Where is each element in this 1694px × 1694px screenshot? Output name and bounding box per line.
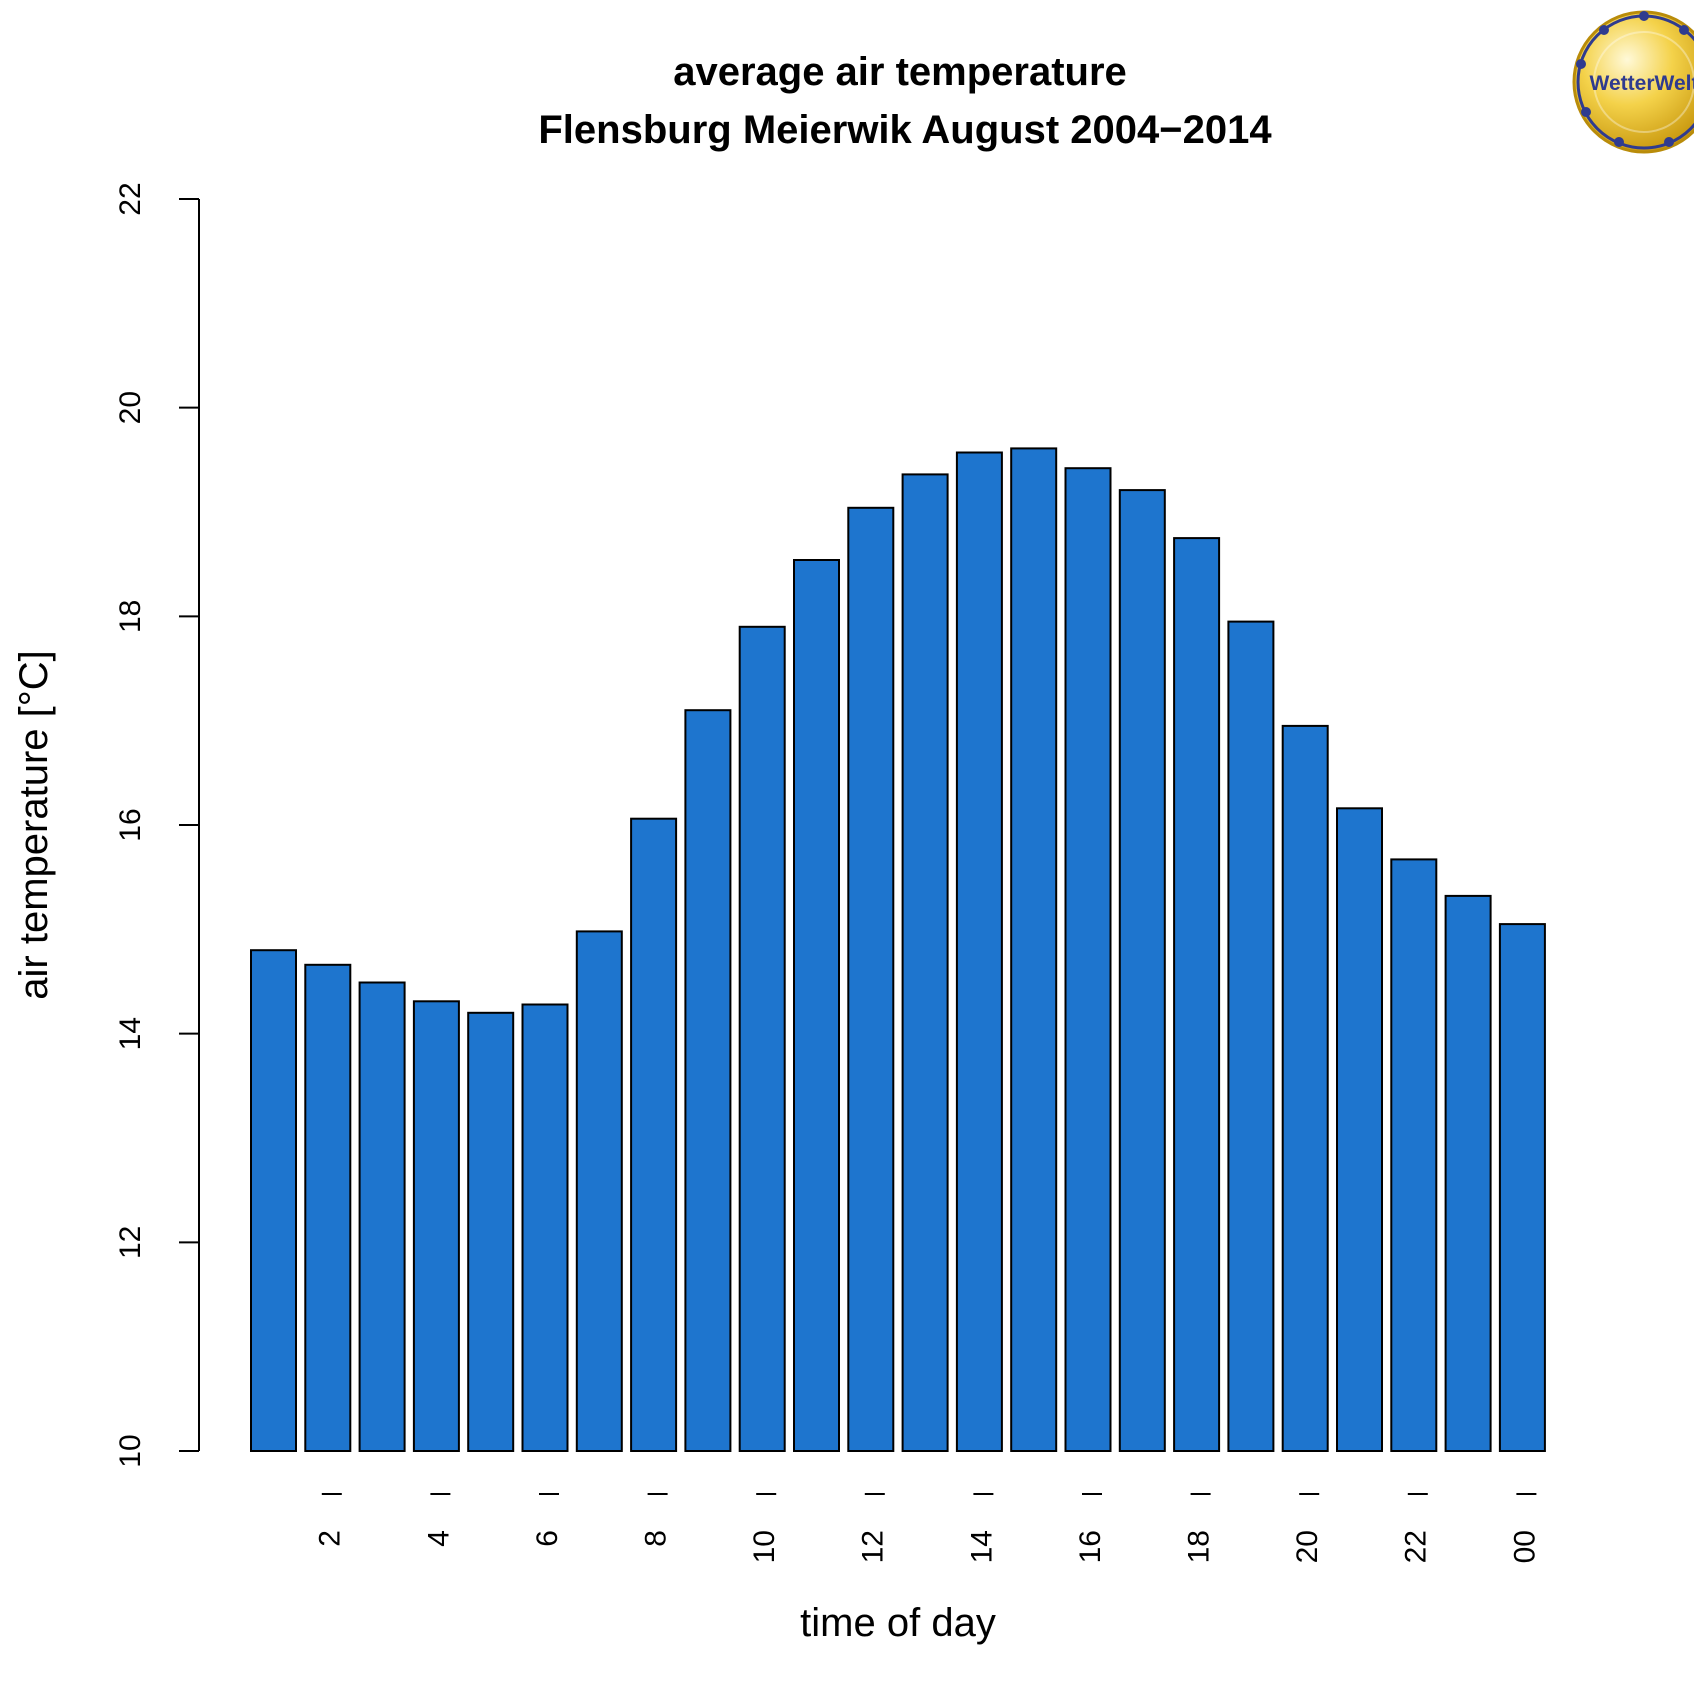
x-tick-label-4: 4 [422,1530,455,1547]
y-axis: 10 12 14 16 18 20 22 [114,182,200,1468]
bar-21 [1336,807,1383,1452]
bar-14 [955,451,1003,1452]
bar-20 [1281,724,1329,1452]
x-tick-label-12: 12 [857,1530,890,1563]
x-tick-label-22: 22 [1400,1530,1433,1563]
logo-text: WetterWelt [1590,72,1694,95]
y-tick-label-12: 12 [114,1226,147,1259]
bar-22 [1390,858,1438,1452]
bar-18 [1173,537,1221,1452]
y-tick-label-18: 18 [114,600,147,633]
y-tick-label-14: 14 [114,1017,147,1050]
bars [250,447,1546,1453]
x-tick-label-14: 14 [965,1530,998,1563]
chart-subtitle: Flensburg Meierwik August 2004−2014 [538,108,1272,152]
x-tick-label-2: 2 [314,1530,347,1547]
bar-1 [250,949,297,1452]
bar-15 [1010,447,1058,1452]
x-tick-label-16: 16 [1074,1530,1107,1563]
x-tick-label-10: 10 [748,1530,781,1563]
bar-10 [738,625,786,1452]
bar-8 [630,817,678,1452]
bar-19 [1227,620,1275,1452]
bar-16 [1064,467,1112,1452]
x-tick-label-20: 20 [1291,1530,1324,1563]
bar-12 [847,506,895,1452]
bar-23 [1444,894,1492,1452]
x-tick-label-6: 6 [531,1530,564,1547]
x-tick-label-8: 8 [640,1530,673,1547]
bar-3 [358,981,406,1452]
y-tick-label-10: 10 [114,1434,147,1467]
wetterwelt-logo: WetterWelt [1572,10,1694,154]
bar-5 [467,1011,515,1452]
x-tick-label-00: 00 [1508,1530,1541,1563]
y-axis-label: air temperature [°C] [12,650,56,999]
bar-00 [1498,923,1546,1452]
x-axis-ticks: 2 4 6 8 10 12 14 16 18 20 22 00 [314,1493,1541,1563]
x-axis-label: time of day [800,1601,996,1645]
bar-9 [684,709,732,1452]
bar-7 [575,930,623,1452]
y-tick-label-16: 16 [114,808,147,841]
bar-6 [521,1003,569,1452]
bar-13 [901,473,949,1452]
bar-11 [793,559,840,1452]
bar-4 [412,1000,460,1452]
bar-17 [1118,489,1166,1453]
y-tick-label-22: 22 [114,182,147,215]
y-tick-label-20: 20 [114,391,147,424]
bar-2 [304,963,352,1452]
chart-title: average air temperature [673,50,1127,94]
x-tick-label-18: 18 [1183,1530,1216,1563]
